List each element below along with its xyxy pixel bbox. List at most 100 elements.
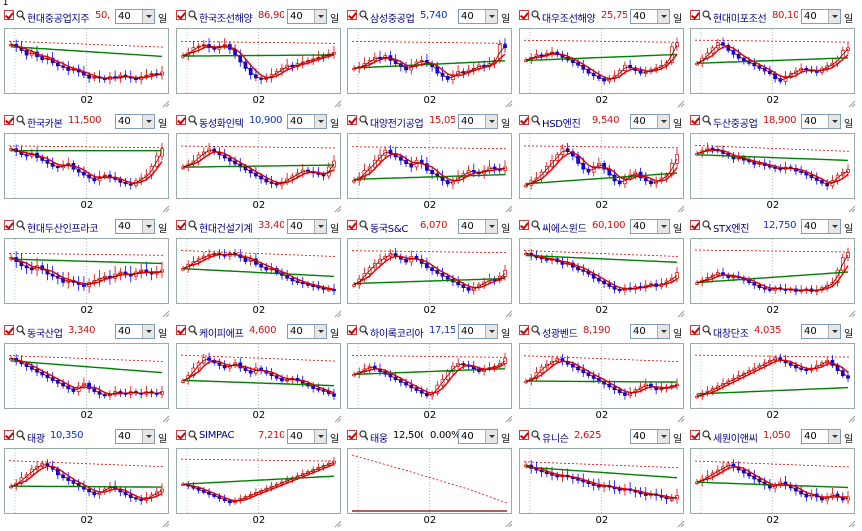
chevron-down-icon[interactable] xyxy=(142,220,154,233)
period-select[interactable]: 40 xyxy=(458,9,498,24)
resize-grip-icon[interactable] xyxy=(677,310,685,318)
search-icon[interactable] xyxy=(531,10,540,22)
resize-grip-icon[interactable] xyxy=(848,205,856,213)
chart-panel[interactable]: 대양전기공업 15,05 40 일 02 xyxy=(345,112,514,215)
period-select[interactable]: 40 xyxy=(630,114,670,129)
chevron-down-icon[interactable] xyxy=(314,325,326,338)
chart-panel[interactable]: 현대건설기계 33,40 40 일 02 xyxy=(174,217,343,320)
period-select[interactable]: 40 xyxy=(630,324,670,339)
chart-panel[interactable]: 태웅 12,500 0.00% 40 일 02 xyxy=(345,427,514,530)
chevron-down-icon[interactable] xyxy=(314,220,326,233)
period-select[interactable]: 40 xyxy=(115,114,155,129)
resize-grip-icon[interactable] xyxy=(677,205,685,213)
price-chart[interactable] xyxy=(176,28,341,94)
price-chart[interactable] xyxy=(4,238,169,304)
search-icon[interactable] xyxy=(531,220,540,232)
period-select[interactable]: 40 xyxy=(287,429,327,444)
period-select[interactable]: 40 xyxy=(801,324,841,339)
checkbox-icon[interactable] xyxy=(176,115,186,125)
chevron-down-icon[interactable] xyxy=(142,10,154,23)
price-chart[interactable] xyxy=(4,343,169,409)
checkbox-icon[interactable] xyxy=(4,220,14,230)
price-chart[interactable] xyxy=(4,28,169,94)
price-chart[interactable] xyxy=(690,448,855,514)
checkbox-icon[interactable] xyxy=(519,220,529,230)
chart-panel[interactable]: HSD엔진 9,540 40 일 02 xyxy=(517,112,686,215)
search-icon[interactable] xyxy=(16,325,25,337)
chart-panel[interactable]: 대창단조 4,035 40 일 02 xyxy=(688,322,857,425)
search-icon[interactable] xyxy=(702,430,711,442)
checkbox-icon[interactable] xyxy=(4,325,14,335)
price-chart[interactable] xyxy=(347,238,512,304)
price-chart[interactable] xyxy=(519,28,684,94)
period-select[interactable]: 40 xyxy=(801,219,841,234)
resize-grip-icon[interactable] xyxy=(162,205,170,213)
checkbox-icon[interactable] xyxy=(347,220,357,230)
chart-panel[interactable]: 씨에스윈드 60,100 40 일 02 xyxy=(517,217,686,320)
chart-panel[interactable]: 유니슨 2,625 40 일 02 xyxy=(517,427,686,530)
price-chart[interactable] xyxy=(347,448,512,514)
chevron-down-icon[interactable] xyxy=(485,325,497,338)
resize-grip-icon[interactable] xyxy=(505,310,513,318)
checkbox-icon[interactable] xyxy=(176,10,186,20)
price-chart[interactable] xyxy=(4,133,169,199)
checkbox-icon[interactable] xyxy=(176,430,186,440)
price-chart[interactable] xyxy=(519,133,684,199)
price-chart[interactable] xyxy=(176,133,341,199)
checkbox-icon[interactable] xyxy=(347,430,357,440)
checkbox-icon[interactable] xyxy=(4,115,14,125)
search-icon[interactable] xyxy=(188,220,197,232)
period-select[interactable]: 40 xyxy=(115,9,155,24)
chevron-down-icon[interactable] xyxy=(314,115,326,128)
resize-grip-icon[interactable] xyxy=(505,100,513,108)
period-select[interactable]: 40 xyxy=(458,219,498,234)
search-icon[interactable] xyxy=(16,430,25,442)
resize-grip-icon[interactable] xyxy=(334,100,342,108)
price-chart[interactable] xyxy=(176,343,341,409)
price-chart[interactable] xyxy=(690,238,855,304)
resize-grip-icon[interactable] xyxy=(505,415,513,423)
search-icon[interactable] xyxy=(16,220,25,232)
resize-grip-icon[interactable] xyxy=(162,415,170,423)
search-icon[interactable] xyxy=(531,325,540,337)
chevron-down-icon[interactable] xyxy=(485,220,497,233)
resize-grip-icon[interactable] xyxy=(162,100,170,108)
search-icon[interactable] xyxy=(16,10,25,22)
period-select[interactable]: 40 xyxy=(287,219,327,234)
period-select[interactable]: 40 xyxy=(630,429,670,444)
period-select[interactable]: 40 xyxy=(458,429,498,444)
chevron-down-icon[interactable] xyxy=(657,220,669,233)
checkbox-icon[interactable] xyxy=(519,325,529,335)
chevron-down-icon[interactable] xyxy=(657,430,669,443)
chart-panel[interactable]: 세원이앤씨 1,050 40 일 02 xyxy=(688,427,857,530)
chevron-down-icon[interactable] xyxy=(314,430,326,443)
chart-panel[interactable]: 하이록코리아 17,15 40 일 02 xyxy=(345,322,514,425)
resize-grip-icon[interactable] xyxy=(848,100,856,108)
chart-panel[interactable]: 대우조선해양 25,75 40 일 02 xyxy=(517,7,686,110)
chart-panel[interactable]: 동국산업 3,340 40 일 02 xyxy=(2,322,171,425)
period-select[interactable]: 40 xyxy=(115,219,155,234)
price-chart[interactable] xyxy=(519,448,684,514)
chevron-down-icon[interactable] xyxy=(657,325,669,338)
search-icon[interactable] xyxy=(359,430,368,442)
resize-grip-icon[interactable] xyxy=(677,520,685,528)
checkbox-icon[interactable] xyxy=(690,325,700,335)
resize-grip-icon[interactable] xyxy=(677,100,685,108)
checkbox-icon[interactable] xyxy=(690,115,700,125)
chart-panel[interactable]: SIMPAC 7,210 40 일 02 xyxy=(174,427,343,530)
chart-panel[interactable]: 현대중공업지주 50, 40 일 02 xyxy=(2,7,171,110)
price-chart[interactable] xyxy=(690,28,855,94)
resize-grip-icon[interactable] xyxy=(505,205,513,213)
chart-panel[interactable]: 한국조선해양 86,90 40 일 02 xyxy=(174,7,343,110)
resize-grip-icon[interactable] xyxy=(505,520,513,528)
checkbox-icon[interactable] xyxy=(690,220,700,230)
price-chart[interactable] xyxy=(347,343,512,409)
price-chart[interactable] xyxy=(347,133,512,199)
chevron-down-icon[interactable] xyxy=(657,115,669,128)
chevron-down-icon[interactable] xyxy=(142,325,154,338)
checkbox-icon[interactable] xyxy=(176,220,186,230)
checkbox-icon[interactable] xyxy=(519,115,529,125)
chart-panel[interactable]: 현대두산인프라코 40 일 02 xyxy=(2,217,171,320)
search-icon[interactable] xyxy=(702,10,711,22)
period-select[interactable]: 40 xyxy=(458,114,498,129)
